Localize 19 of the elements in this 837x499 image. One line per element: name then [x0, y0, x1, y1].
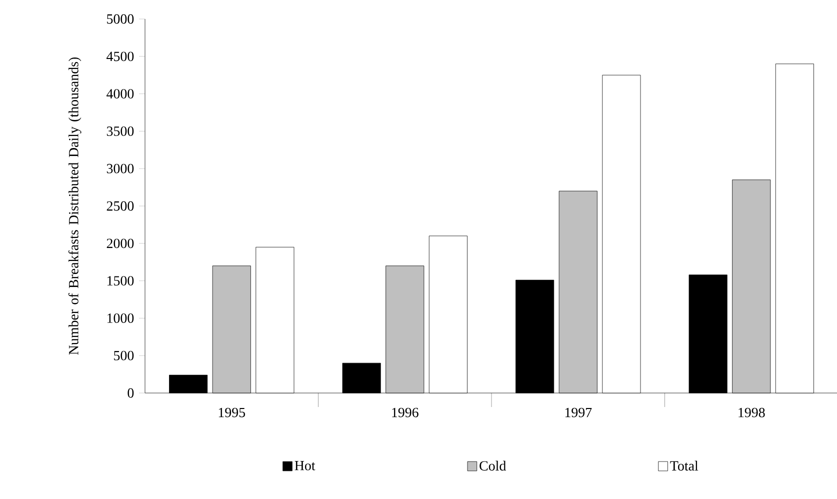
x-tick-label: 1996 [392, 408, 418, 418]
y-tick-label: 5000 [107, 14, 134, 24]
y-axis-title: Number of Breakfasts Distributed Daily (thousands) [68, 57, 82, 355]
y-tick-label: 0 [128, 388, 134, 398]
y-tick-label: 2000 [106, 238, 134, 248]
y-tick-label: 2500 [106, 201, 134, 211]
x-tick-label: 1997 [565, 408, 592, 418]
x-tick-label: 1995 [218, 408, 246, 418]
legend-label: Hot [294, 461, 316, 470]
legend-label: Total [670, 460, 698, 471]
legend-label: Cold [480, 460, 506, 471]
y-tick-label: 4000 [106, 89, 134, 99]
y-tick-label: 3000 [106, 164, 134, 174]
y-tick-label: 500 [114, 350, 134, 360]
y-tick-label: 1500 [107, 276, 134, 286]
y-tick-label: 1000 [107, 313, 134, 323]
x-tick-label: 1998 [738, 408, 765, 418]
y-tick-label: 4500 [106, 52, 134, 62]
y-tick-label: 3500 [106, 126, 134, 136]
